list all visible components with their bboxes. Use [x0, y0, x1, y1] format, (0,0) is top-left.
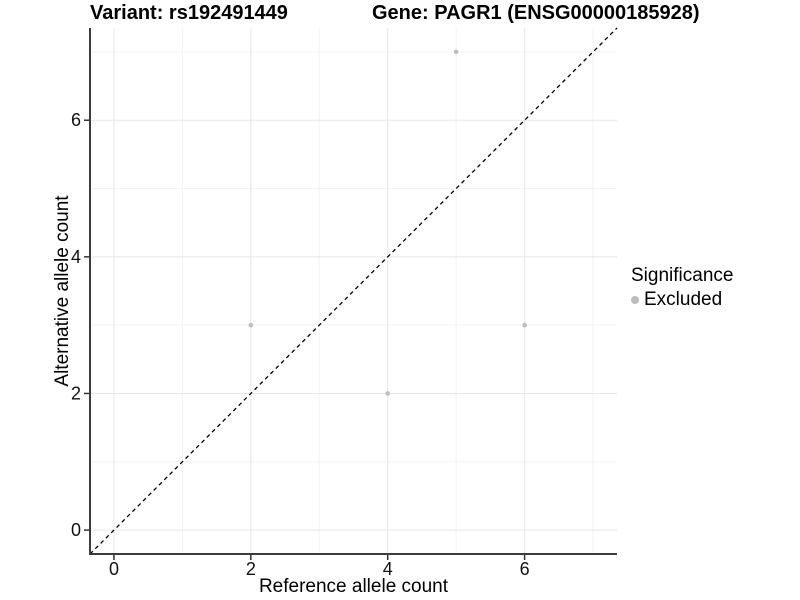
gene-title: Gene: PAGR1 (ENSG00000185928): [372, 2, 700, 24]
y-tick-label: 2: [71, 383, 81, 403]
data-point: [385, 391, 391, 396]
y-axis-title: Alternative allele count: [52, 195, 73, 387]
data-point: [248, 322, 254, 328]
x-tick-label: 4: [383, 559, 393, 579]
y-tick-label: 0: [71, 520, 81, 540]
x-tick-label: 2: [246, 559, 256, 579]
legend: Significance Excluded: [631, 265, 733, 311]
x-axis-title: Reference allele count: [258, 576, 449, 597]
legend-title: Significance: [631, 265, 734, 286]
identity-reference-line: [89, 27, 618, 555]
x-tick-label: 6: [520, 559, 530, 579]
legend-item-excluded: Excluded: [631, 289, 733, 311]
y-tick-label: 4: [71, 247, 81, 267]
y-tick-label: 6: [71, 110, 81, 130]
x-tick-label: 0: [109, 559, 119, 579]
legend-item-label: Excluded: [644, 289, 723, 310]
data-point: [522, 322, 527, 328]
variant-title: Variant: rs192491449: [90, 2, 288, 24]
data-point: [453, 49, 459, 55]
excluded-point-icon: [631, 296, 639, 304]
